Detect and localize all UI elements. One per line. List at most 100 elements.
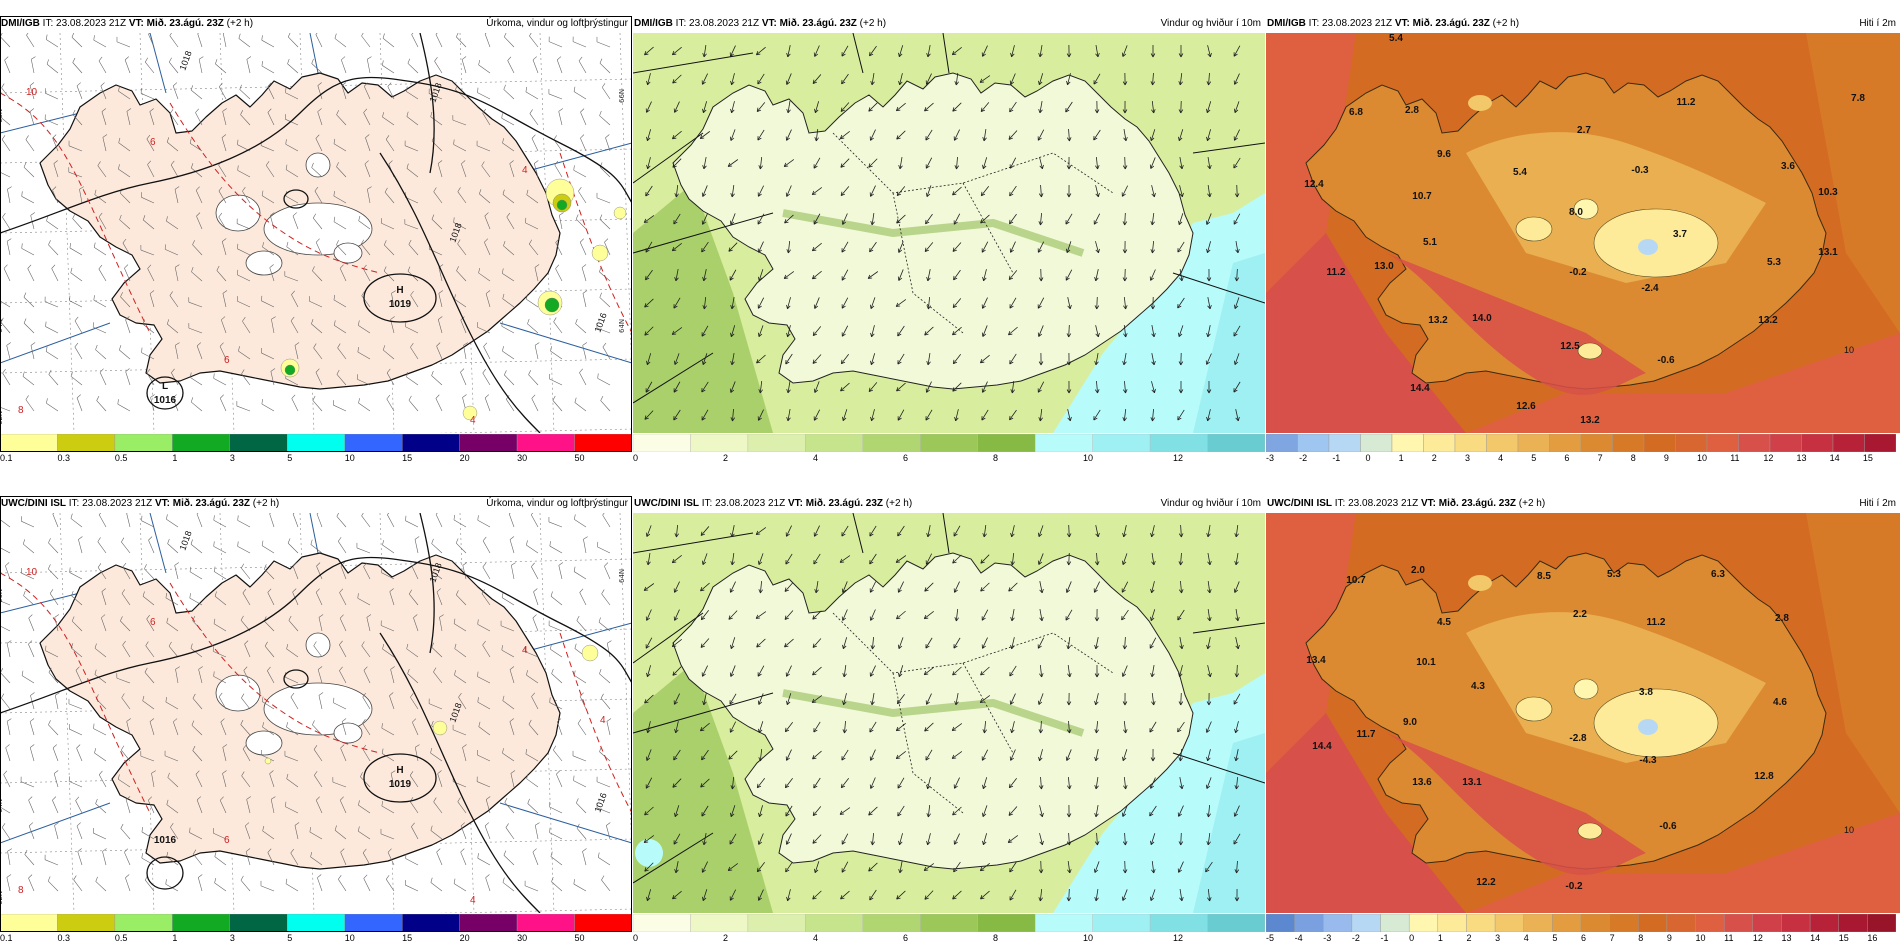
wind-barb	[454, 298, 467, 308]
wind-arrow	[787, 45, 791, 57]
wind-arrow	[813, 553, 821, 565]
colorbar-swatch	[1494, 914, 1524, 932]
wind-arrow-head	[645, 191, 650, 197]
wind-arrow-head	[672, 134, 677, 140]
wind-barb-flag	[170, 160, 175, 166]
wind-barb	[361, 515, 371, 528]
wind-barb-flag	[287, 58, 290, 64]
wind-barb-flag	[95, 876, 98, 882]
wind-arrow	[758, 693, 764, 705]
colorbar-swatch	[862, 914, 921, 932]
wind-barb-flag	[2, 213, 6, 218]
wind-barb-flag	[315, 134, 320, 139]
wind-barb-flag	[285, 164, 288, 170]
wind-barb-flag	[455, 84, 458, 90]
wind-arrow	[1040, 184, 1042, 198]
valid-time: Mið. 23.ágú. 23Z	[805, 498, 883, 509]
wind-arrow	[952, 666, 962, 676]
temperature-value: 13.2	[1428, 315, 1448, 326]
wind-arrow-head	[1066, 701, 1072, 706]
wind-arrow-head	[673, 416, 678, 421]
temp-colorbar-labels-bottom: -5 -4 -3 -2 -1 0 1 2 3 4 5 6 7 8 9 10 11 12 13 14 15 16	[1266, 933, 1896, 945]
wind-barb	[267, 592, 275, 606]
wind-arrow-head	[756, 783, 762, 789]
wind-arrow-head	[896, 614, 901, 620]
wind-barb-flag	[120, 292, 123, 297]
wind-arrow	[843, 693, 847, 705]
wind-barb	[552, 400, 563, 412]
colorbar-swatch	[977, 434, 1036, 452]
wind-barb-flag	[196, 513, 199, 515]
wind-barb	[528, 724, 539, 736]
wind-arrow-head	[728, 755, 733, 760]
wind-barb-flag	[339, 640, 343, 645]
wind-arrow-head	[1233, 840, 1238, 845]
colorbar-swatch	[1580, 914, 1610, 932]
wind-arrow-head	[644, 811, 649, 816]
wind-barb	[143, 219, 155, 230]
wind-barb-flag	[407, 58, 411, 64]
wind-arrow-head	[785, 192, 791, 197]
strong-wind-area	[633, 183, 773, 433]
wind-barb	[435, 514, 443, 528]
high-pressure-value: 1019	[389, 779, 412, 790]
wind-barb-flag	[175, 264, 180, 268]
wind-barb-flag	[6, 874, 12, 878]
wind-barb	[125, 371, 131, 386]
wind-barb	[339, 670, 347, 684]
wind-barb	[482, 644, 491, 658]
wind-barb-flag	[430, 825, 433, 831]
latitude-label: 66N	[0, 109, 4, 123]
wind-barb	[477, 754, 491, 762]
wind-barb	[285, 143, 299, 152]
wind-arrow	[674, 805, 680, 817]
wind-barb	[169, 113, 179, 126]
wind-arrow	[898, 637, 904, 649]
wind-barb	[338, 879, 347, 892]
wind-barb	[596, 327, 611, 334]
wind-arrow-head	[1122, 701, 1128, 706]
wind-arrow	[982, 297, 988, 309]
wind-barb	[189, 832, 203, 840]
wind-arrow	[1178, 129, 1184, 141]
wind-barb-flag	[573, 775, 575, 781]
wind-barb	[76, 397, 83, 412]
wind-barb-flag	[481, 161, 485, 166]
wind-arrow	[952, 46, 962, 56]
wind-barb-flag	[576, 823, 580, 829]
wind-barb	[428, 93, 443, 100]
wind-arrow-head	[1037, 248, 1042, 253]
wind-arrow-head	[811, 246, 817, 252]
colorbar-label: 0.5	[114, 453, 128, 463]
wind-arrow	[813, 157, 821, 169]
wind-barb	[71, 647, 83, 658]
wind-arrow	[646, 525, 652, 537]
wind-arrow-head	[979, 866, 985, 872]
wind-barb-flag	[315, 796, 320, 801]
wind-arrow-head	[1037, 560, 1043, 565]
wind-arrow-head	[1095, 332, 1100, 338]
wind-barb	[126, 721, 131, 736]
wind-barb	[240, 114, 251, 126]
wind-arrow-head	[1150, 757, 1156, 762]
wind-barb	[502, 194, 515, 204]
wind-barb-flag	[144, 564, 147, 569]
wind-arrow	[1149, 721, 1157, 733]
wind-arrow-head	[924, 107, 929, 112]
wind-arrow-head	[674, 276, 679, 282]
wind-barb	[339, 800, 347, 814]
wind-barb	[532, 617, 539, 632]
wind-barb-flag	[602, 513, 605, 516]
wind-arrow-head	[1234, 785, 1239, 790]
wind-arrow	[871, 693, 875, 705]
wind-barb	[412, 722, 419, 736]
wind-barb-flag	[165, 879, 167, 885]
thickness-label: 4	[522, 645, 528, 656]
wind-barb	[222, 33, 227, 48]
wind-barb	[285, 195, 299, 204]
wind-barb	[605, 137, 611, 152]
wind-arrow-head	[841, 52, 846, 57]
wind-arrow-head	[644, 415, 649, 420]
wind-arrow	[701, 749, 709, 761]
wind-barb-flag	[75, 666, 80, 671]
